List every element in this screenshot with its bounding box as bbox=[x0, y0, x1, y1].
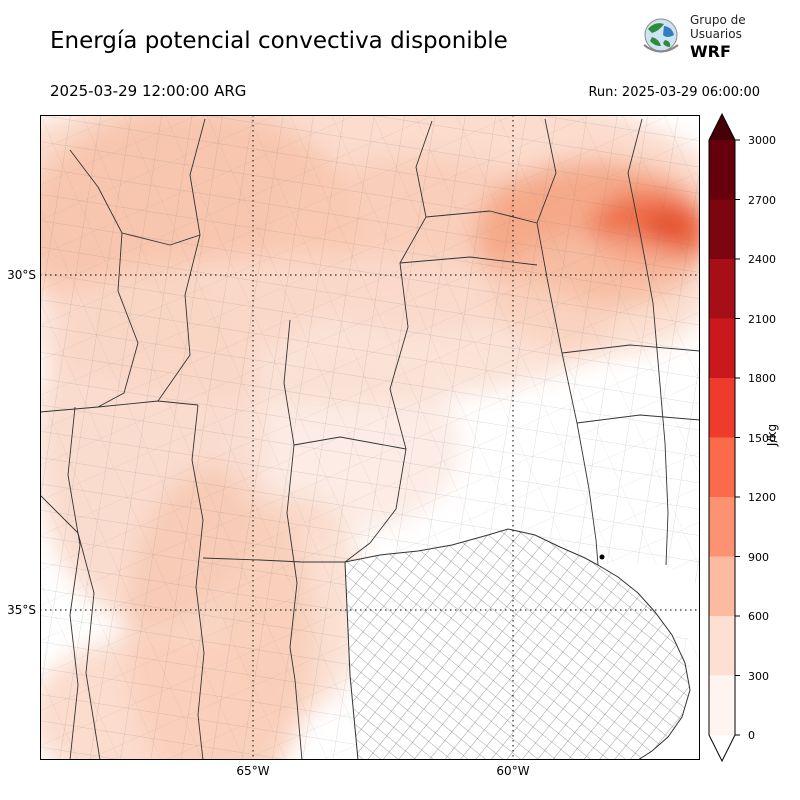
lon-label-60w: 60°W bbox=[496, 764, 530, 778]
colorbar-under-arrow bbox=[709, 735, 735, 761]
colorbar-tick-label: 3000 bbox=[748, 134, 776, 147]
colorbar-segment bbox=[709, 318, 735, 378]
lon-label-65w: 65°W bbox=[236, 764, 270, 778]
colorbar-tick-label: 300 bbox=[748, 670, 769, 683]
valid-time-label: 2025-03-29 12:00:00 ARG bbox=[50, 82, 247, 100]
colorbar-ticks bbox=[735, 139, 740, 736]
colorbar-segment bbox=[709, 437, 735, 497]
colorbar-unit-label: J/kg bbox=[765, 423, 779, 447]
colorbar-tick-label: 900 bbox=[748, 551, 769, 564]
map-panel bbox=[39, 115, 701, 761]
colorbar-segment bbox=[709, 497, 735, 557]
rio-de-la-plata bbox=[598, 563, 700, 645]
colorbar-tick-label: 1500 bbox=[748, 432, 776, 445]
cape-map-canvas bbox=[39, 115, 701, 761]
colorbar bbox=[708, 112, 740, 763]
logo-wrf-label: WRF bbox=[690, 41, 731, 61]
colorbar-segment bbox=[709, 140, 735, 200]
colorbar-tick-label: 2700 bbox=[748, 194, 776, 207]
logo-text: Grupo de Usuarios WRF bbox=[690, 13, 746, 61]
colorbar-segment bbox=[709, 259, 735, 319]
buenos-aires-partidos-mesh bbox=[344, 528, 691, 761]
colorbar-over-arrow bbox=[709, 114, 735, 140]
logo-org-line2: Usuarios bbox=[690, 26, 742, 41]
colorbar-segment bbox=[709, 199, 735, 259]
colorbar-tick-label: 1200 bbox=[748, 491, 776, 504]
globe-icon bbox=[643, 18, 679, 53]
province-boundaries bbox=[39, 118, 701, 761]
wrf-logo: Grupo de Usuarios WRF bbox=[638, 13, 788, 66]
colorbar-tick-label: 2100 bbox=[748, 313, 776, 326]
colorbar-tick-label: 600 bbox=[748, 610, 769, 623]
city-marker bbox=[599, 554, 605, 560]
colorbar-segment bbox=[709, 378, 735, 438]
lat-label-30s: 30°S bbox=[7, 268, 36, 282]
colorbar-segment bbox=[709, 616, 735, 676]
lat-label-35s: 35°S bbox=[7, 603, 36, 617]
atlantic-ocean bbox=[638, 660, 700, 760]
colorbar-segment bbox=[709, 675, 735, 735]
logo-org-line1: Grupo de bbox=[690, 13, 746, 27]
colorbar-tick-label: 0 bbox=[748, 729, 755, 742]
map-frame bbox=[40, 115, 700, 760]
colorbar-segment bbox=[709, 556, 735, 616]
run-time-label: Run: 2025-03-29 06:00:00 bbox=[588, 85, 760, 100]
graticule bbox=[40, 115, 700, 760]
page-title: Energía potencial convectiva disponible bbox=[50, 28, 508, 54]
colorbar-tick-label: 2400 bbox=[748, 253, 776, 266]
colorbar-tick-label: 1800 bbox=[748, 372, 776, 385]
